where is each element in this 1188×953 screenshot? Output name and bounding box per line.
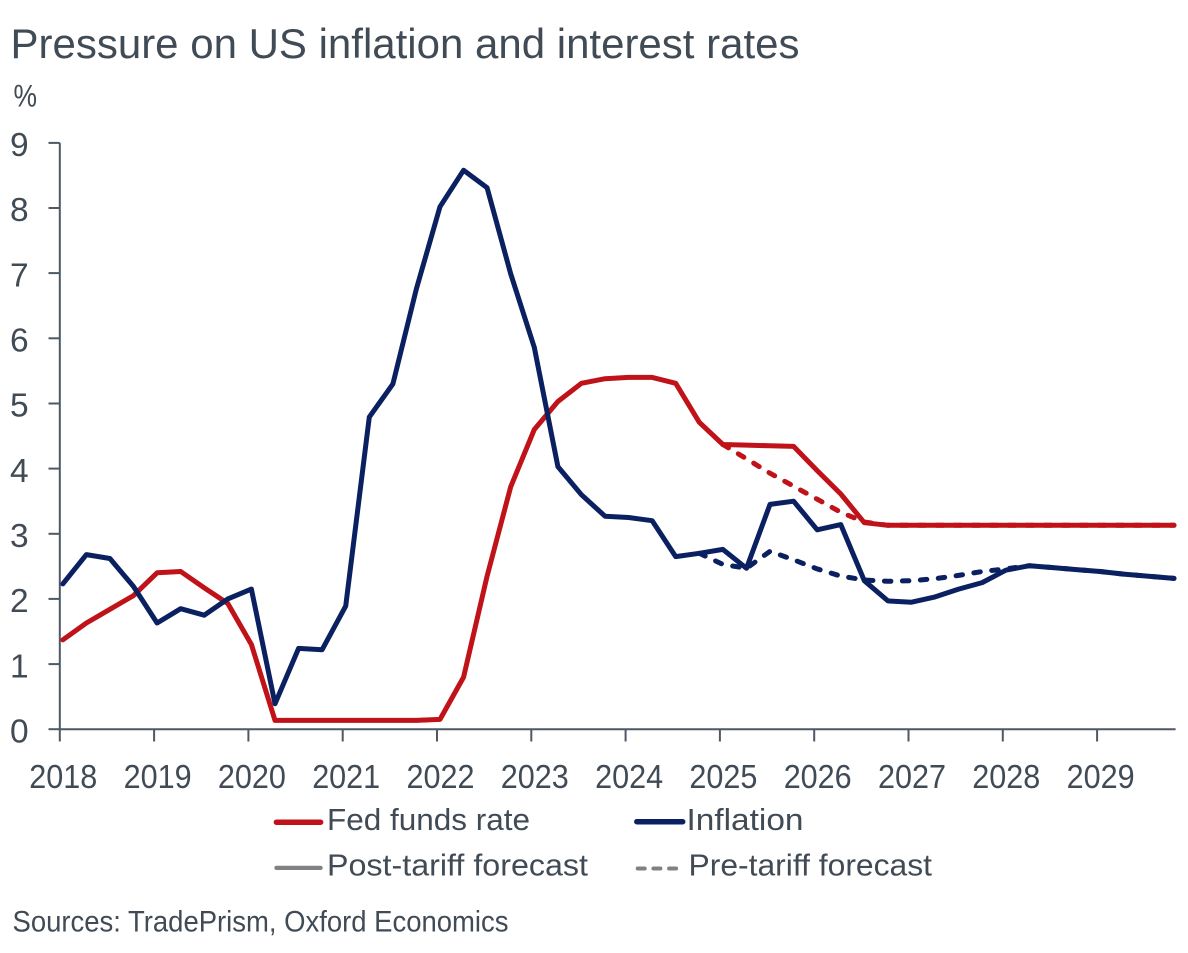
svg-text:6: 6 [10, 323, 29, 360]
svg-text:Inflation: Inflation [687, 802, 804, 837]
svg-text:Fed funds rate: Fed funds rate [327, 802, 530, 837]
svg-text:2: 2 [10, 583, 29, 620]
svg-text:%: % [14, 77, 38, 113]
svg-text:2019: 2019 [124, 759, 192, 796]
svg-text:2026: 2026 [784, 759, 852, 796]
svg-text:4: 4 [10, 453, 29, 490]
svg-text:2025: 2025 [689, 759, 757, 796]
svg-text:Pre-tariff forecast: Pre-tariff forecast [689, 847, 933, 882]
svg-text:9: 9 [10, 127, 29, 164]
svg-text:2018: 2018 [29, 759, 97, 796]
svg-text:8: 8 [10, 192, 29, 229]
svg-text:0: 0 [10, 713, 29, 750]
svg-text:2029: 2029 [1067, 759, 1135, 796]
svg-text:2028: 2028 [972, 759, 1040, 796]
svg-text:Sources: TradePrism, Oxford Ec: Sources: TradePrism, Oxford Economics [13, 905, 509, 938]
svg-text:5: 5 [10, 388, 29, 425]
svg-text:2021: 2021 [312, 759, 380, 796]
svg-text:1: 1 [10, 648, 29, 685]
svg-text:2023: 2023 [501, 759, 569, 796]
svg-text:3: 3 [10, 518, 29, 555]
svg-text:2024: 2024 [595, 759, 663, 796]
svg-text:2027: 2027 [878, 759, 946, 796]
svg-text:Pressure on US inflation and i: Pressure on US inflation and interest ra… [11, 20, 800, 67]
svg-text:2020: 2020 [218, 759, 286, 796]
svg-text:Post-tariff forecast: Post-tariff forecast [327, 847, 588, 882]
svg-text:2022: 2022 [407, 759, 475, 796]
svg-text:7: 7 [10, 257, 29, 294]
